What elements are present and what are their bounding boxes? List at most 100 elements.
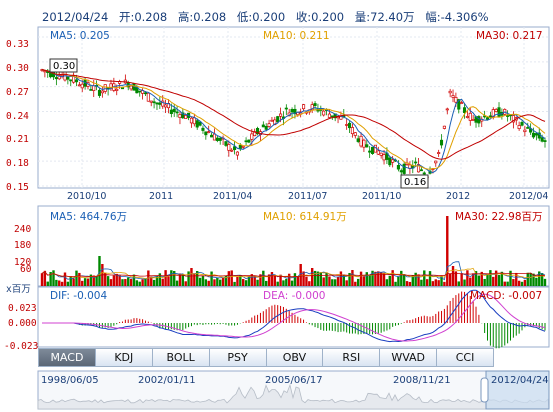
volume-bar [348,272,351,286]
price-ma10-legend: MA10: 0.211 [263,30,330,42]
tab-wvad[interactable]: WVAD [379,348,437,367]
stock-chart[interactable]: 0.30 0.16 [0,0,553,370]
tab-obv[interactable]: OBV [265,348,323,367]
volume-bar [201,275,205,286]
candle-body [451,95,455,98]
candle-body [172,108,176,113]
volume-bar [446,216,449,286]
candle-body [198,121,202,126]
volume-ma-lines [41,261,546,281]
tab-macd[interactable]: MACD [38,348,95,367]
candle-body [391,159,395,163]
volume-bar [434,279,437,286]
volume-bar [98,256,101,286]
candle-body [115,88,119,91]
volume-bar [420,279,423,286]
volume-ma30-legend: MA30: 22.98百万 [455,211,543,223]
candle-body [169,109,173,114]
x-label: 2011 [149,191,174,202]
volume-bar [40,273,44,286]
volume-bar [244,280,248,286]
x-label: 2011/07 [288,191,328,202]
volume-bar [302,271,305,286]
volume-bar [273,274,277,286]
volume-bar [377,271,380,286]
candle-body [253,131,257,136]
tab-cci[interactable]: CCI [436,348,494,367]
candle-body [485,117,490,120]
volume-bar [466,270,469,286]
volume-bar [135,280,139,286]
volume-bar [382,272,386,286]
candle-body [178,114,182,118]
candle-body [497,107,501,117]
volume-bar [49,272,52,286]
tab-psy[interactable]: PSY [208,348,266,367]
candle-body [523,129,527,132]
volume-bar [365,272,368,286]
x-label: 2012/04 [509,191,549,202]
candle-body [462,107,467,114]
quote-header: 2012/04/24 开:0.208 高:0.208 低:0.200 收:0.2… [42,9,496,25]
tab-kdj[interactable]: KDJ [94,348,152,367]
candle-body [442,125,446,129]
volume-bar [167,276,170,286]
volume-bar [336,276,340,286]
volume-bar [463,279,466,286]
volume-bar [529,272,532,286]
volume-tick: 120 [14,257,32,268]
navigator-selection[interactable] [485,370,550,410]
x-label: 2011/04 [213,191,253,202]
navigator-label: 2008/11/21 [393,375,451,386]
volume-bar [63,272,67,286]
high-marker-label: 0.30 [53,61,75,72]
volume-bar [296,276,300,286]
volume-bar [106,276,110,286]
candle-body [396,165,400,170]
volume-bar [492,276,495,286]
volume-bar [164,270,167,286]
volume-bar [276,281,279,286]
volume-bar [127,277,130,286]
candle-body [100,90,104,94]
candle-body [164,104,168,108]
candle-body [368,150,372,153]
volume-bar [287,273,291,286]
volume-bar [118,275,121,286]
candle-body [322,110,326,116]
candle-body [189,117,194,124]
volume-ma10-legend: MA10: 614.91万 [263,211,347,223]
navigator-left-handle[interactable] [480,377,489,403]
volume-bar [161,278,164,286]
volume-bar [526,272,529,286]
candle-body [66,76,70,80]
volume-bar [66,281,70,286]
tab-rsi[interactable]: RSI [322,348,380,367]
candle-body [218,137,222,141]
candle-body [356,138,360,142]
volume-bar [374,271,377,286]
macd-dif-legend: DIF: -0.004 [50,290,108,302]
navigator-label: 1998/06/05 [41,375,99,386]
quote-volume: 量:72.40万 [354,10,415,24]
range-navigator[interactable] [0,370,553,412]
volume-bar [483,278,486,286]
macd-tick: 0.000 [8,318,37,329]
ma10-line [41,69,546,170]
volume-bar [262,270,265,286]
volume-bar [227,271,231,286]
candle-body [517,125,521,129]
high-marker: 0.30 [49,58,78,73]
tab-boll[interactable]: BOLL [151,348,209,367]
volume-ma5-line [41,261,546,281]
volume-bar [356,278,360,286]
moving-average-lines [41,69,546,174]
volume-bar [385,279,389,286]
quote-date: 2012/04/24 [42,10,109,24]
volume-bar [325,272,328,286]
volume-bar [431,281,435,286]
candle-body [422,172,426,175]
volume-bar [213,279,216,286]
candle-body [201,127,205,131]
candle-body [379,152,383,156]
